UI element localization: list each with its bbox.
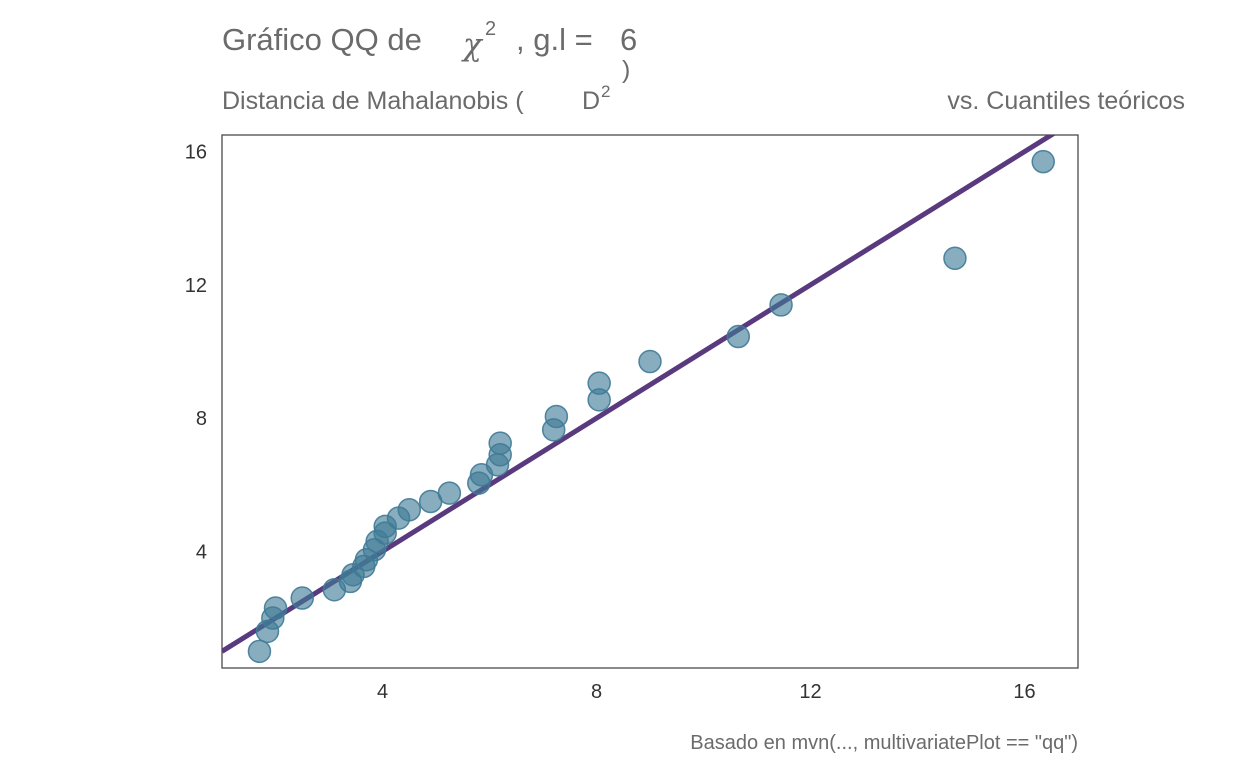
data-point — [769, 293, 793, 317]
data-point — [943, 246, 967, 271]
plot-panel — [221, 134, 1079, 669]
y-axis-ticks: 4 8 12 16 — [185, 142, 207, 564]
data-point — [726, 324, 751, 349]
y-tick-label: 12 — [185, 275, 207, 297]
chart-title-df: 6 — [620, 22, 637, 57]
x-tick-label: 4 — [377, 681, 388, 703]
data-point — [290, 586, 314, 610]
x-axis-ticks: 4 8 12 16 — [377, 681, 1036, 703]
chart-title: Gráfico QQ de χ 2 , g.l = 6 — [222, 18, 637, 63]
data-point — [488, 431, 512, 455]
chart-subtitle-d: D — [582, 87, 600, 115]
data-point — [587, 371, 611, 395]
chart-subtitle-close: ) — [622, 56, 630, 84]
y-tick-label: 16 — [185, 142, 207, 164]
data-point — [544, 404, 569, 429]
data-point — [638, 349, 662, 374]
y-tick-label: 8 — [196, 408, 207, 430]
chart-title-symbol-sup: 2 — [485, 18, 496, 40]
data-point — [247, 639, 272, 664]
chart-title-prefix: Gráfico QQ de — [222, 22, 422, 57]
x-tick-label: 12 — [799, 681, 821, 703]
x-tick-label: 8 — [591, 681, 602, 703]
chart-title-middle: , g.l = — [516, 22, 593, 57]
data-point — [397, 498, 421, 522]
y-tick-label: 4 — [196, 541, 207, 563]
chart-title-symbol: χ — [461, 27, 484, 63]
chart-subtitle-right: vs. Cuantiles teóricos — [947, 87, 1185, 115]
chart-subtitle-left: Distancia de Mahalanobis ( — [222, 87, 524, 115]
data-point — [263, 596, 288, 620]
data-point — [1031, 149, 1055, 174]
chart-subtitle: Distancia de Mahalanobis ( D 2 ) vs. Cua… — [222, 56, 1185, 115]
data-point — [437, 481, 462, 505]
x-tick-label: 16 — [1013, 681, 1035, 703]
chart-subtitle-d-sup: 2 — [601, 82, 610, 101]
data-points — [247, 149, 1055, 664]
chart-caption: Basado en mvn(..., multivariatePlot == "… — [690, 732, 1078, 754]
